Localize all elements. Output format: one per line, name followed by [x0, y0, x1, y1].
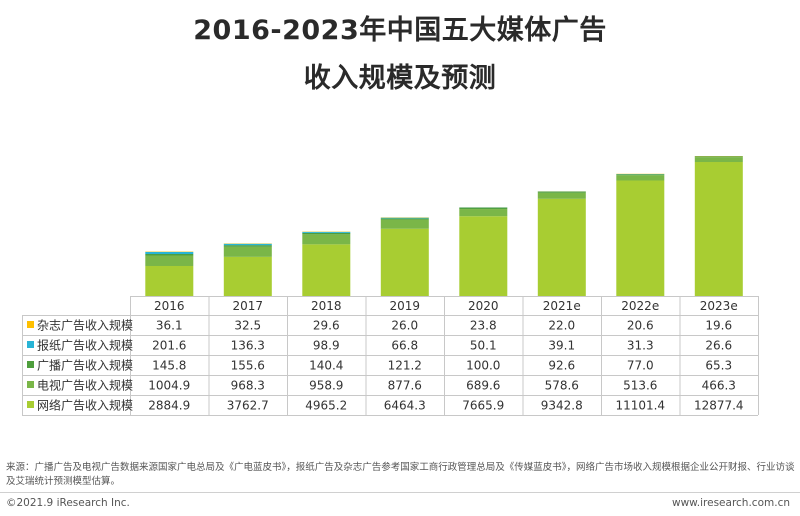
category-label: 2022e: [621, 299, 659, 313]
data-cell: 121.2: [388, 359, 422, 373]
data-cell: 958.9: [309, 379, 343, 393]
source-note: 来源：广播广告及电视广告数据来源国家广电总局及《广电蓝皮书》，报纸广告及杂志广告…: [6, 462, 795, 487]
bar-segment-2017-2: [223, 245, 272, 247]
data-cell: 4965.2: [305, 399, 347, 413]
data-cell: 877.6: [388, 379, 422, 393]
data-cell: 26.6: [705, 339, 732, 353]
category-label: 2019: [389, 299, 420, 313]
data-cell: 23.8: [470, 319, 497, 333]
bar-segment-2023e-2: [694, 156, 743, 158]
data-cell: 39.1: [548, 339, 575, 353]
data-cell: 2884.9: [148, 399, 190, 413]
data-cell: 9342.8: [541, 399, 583, 413]
data-cell: 92.6: [548, 359, 575, 373]
data-cell: 36.1: [156, 319, 183, 333]
data-cell: 20.6: [627, 319, 654, 333]
bar-segment-2023e-3: [694, 157, 743, 163]
data-cell: 66.8: [391, 339, 418, 353]
legend-label: 杂志广告收入规模: [37, 318, 133, 333]
legend-swatch: [27, 401, 34, 408]
data-cell: 689.6: [466, 379, 500, 393]
bar-segment-2021e-3: [537, 192, 586, 199]
bar-segment-2017-3: [223, 246, 272, 257]
data-cell: 31.3: [627, 339, 654, 353]
category-label: 2021e: [543, 299, 581, 313]
data-cell: 968.3: [231, 379, 265, 393]
legend-swatch: [27, 361, 34, 368]
bar-segment-2018-1: [302, 231, 351, 233]
category-label: 2020: [468, 299, 499, 313]
copyright: ©2021.9 iResearch Inc.: [6, 497, 130, 509]
data-cell: 136.3: [231, 339, 265, 353]
bar-segment-2019-2: [380, 218, 429, 220]
category-label: 2018: [311, 299, 342, 313]
bar-segment-2016-2: [145, 254, 194, 256]
legend-label: 电视广告收入规模: [37, 378, 133, 393]
data-cell: 513.6: [623, 379, 657, 393]
bar-segment-2020-3: [459, 209, 508, 217]
data-cell: 140.4: [309, 359, 343, 373]
legend-label: 广播广告收入规模: [37, 358, 133, 373]
bar-segment-2021e-4: [537, 198, 586, 296]
bar-segment-2019-4: [380, 228, 429, 296]
bar-segment-2020-1: [459, 207, 508, 209]
data-cell: 32.5: [234, 319, 261, 333]
data-cell: 22.0: [548, 319, 575, 333]
data-cell: 98.9: [313, 339, 340, 353]
chart-title-line1: 2016-2023年中国五大媒体广告: [193, 15, 607, 46]
bar-segment-2019-1: [380, 217, 429, 219]
bar-segment-2018-2: [302, 232, 351, 235]
bar-segment-2017-1: [223, 243, 272, 246]
bar-segment-2016-4: [145, 265, 194, 296]
legend-swatch: [27, 381, 34, 388]
website-link[interactable]: www.iresearch.com.cn: [671, 497, 790, 509]
data-cell: 11101.4: [615, 399, 665, 413]
data-cell: 3762.7: [227, 399, 269, 413]
data-cell: 26.0: [391, 319, 418, 333]
bar-segment-2016-3: [145, 255, 194, 266]
data-cell: 12877.4: [694, 399, 744, 413]
bar-segment-2022e-4: [616, 180, 665, 296]
legend-label: 网络广告收入规模: [37, 398, 133, 413]
data-cell: 65.3: [705, 359, 732, 373]
bar-segment-2016-1: [145, 251, 194, 255]
data-cell: 201.6: [152, 339, 186, 353]
bar-segment-2020-4: [459, 216, 508, 296]
data-cell: 155.6: [231, 359, 265, 373]
category-label: 2023e: [700, 299, 738, 313]
legend-swatch: [27, 341, 34, 348]
category-label: 2017: [232, 299, 263, 313]
bar-segment-2020-2: [459, 208, 508, 210]
data-cell: 29.6: [313, 319, 340, 333]
data-cell: 19.6: [705, 319, 732, 333]
data-cell: 7665.9: [462, 399, 504, 413]
bar-segment-2019-3: [380, 219, 429, 229]
data-cell: 6464.3: [384, 399, 426, 413]
bar-segment-2021e-2: [537, 191, 586, 193]
category-label: 2016: [154, 299, 185, 313]
data-cell: 100.0: [466, 359, 500, 373]
chart-area: 2016 2017 2018 2019 2020 2021e 2022e 2023e 杂志广告收…: [22, 156, 759, 416]
bar-segment-2023e-4: [694, 162, 743, 296]
bar-segment-2017-4: [223, 256, 272, 296]
legend-label: 报纸广告收入规模: [37, 338, 133, 353]
footer-divider: [0, 492, 800, 493]
bar-segment-2018-4: [302, 244, 351, 296]
bar-segment-2018-3: [302, 234, 351, 245]
legend-swatch: [27, 321, 34, 328]
bar-segment-2022e-2: [616, 174, 665, 176]
data-cell: 466.3: [702, 379, 736, 393]
data-cell: 77.0: [627, 359, 654, 373]
data-cell: 145.8: [152, 359, 186, 373]
bar-segment-2022e-3: [616, 175, 665, 181]
data-cell: 50.1: [470, 339, 497, 353]
chart-title-line2: 收入规模及预测: [303, 63, 497, 94]
data-cell: 578.6: [545, 379, 579, 393]
data-cell: 1004.9: [148, 379, 190, 393]
